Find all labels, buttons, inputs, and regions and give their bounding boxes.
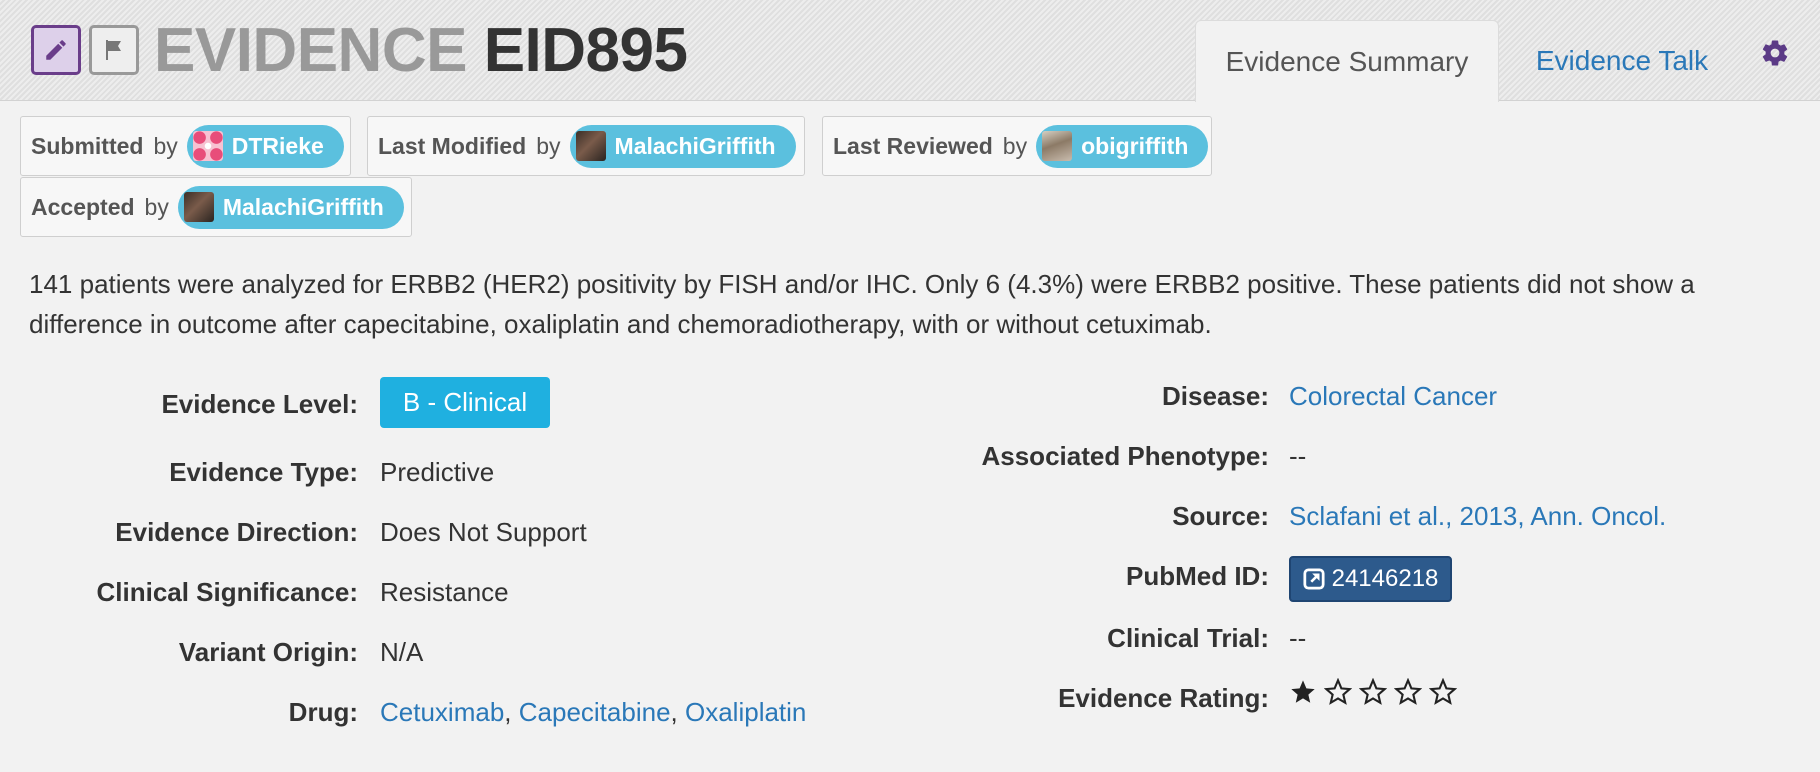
pubmed-id-button[interactable]: 24146218 (1289, 556, 1452, 602)
attribution-action: Submitted (31, 132, 144, 159)
evidence-rating-label: Evidence Rating: (1058, 683, 1269, 713)
pubmed-id-label: PubMed ID: (1126, 561, 1269, 591)
drug-label: Drug: (288, 697, 358, 727)
clinical-trial-value: -- (1289, 623, 1307, 653)
page-header: EVIDENCE EID895 Evidence Summary Evidenc… (0, 0, 1820, 102)
evidence-description: 141 patients were analyzed for ERBB2 (HE… (29, 269, 1695, 339)
star-icon (1394, 678, 1422, 705)
evidence-direction-value: Does Not Support (380, 517, 587, 547)
user-name: obigriffith (1081, 132, 1189, 159)
avatar (183, 192, 214, 222)
user-name: DTRieke (231, 132, 324, 159)
drug-separator: , (670, 697, 678, 727)
gear-icon[interactable] (1760, 38, 1790, 68)
edit-button[interactable] (31, 25, 81, 75)
evidence-level-badge: B - Clinical (380, 377, 550, 428)
source-link[interactable]: Sclafani et al., 2013, Ann. Oncol. (1289, 501, 1667, 531)
flag-icon (106, 40, 121, 60)
evidence-level-label: Evidence Level: (161, 389, 358, 419)
user-chip-submitter[interactable]: DTRieke (186, 124, 344, 168)
avatar (1042, 131, 1073, 161)
pencil-icon (46, 40, 66, 60)
drug-link[interactable]: Cetuximab (380, 697, 505, 727)
evidence-type-value: Predictive (380, 457, 495, 487)
attribution-action: Last Reviewed (833, 132, 993, 159)
attribution-by: by (1002, 132, 1028, 159)
external-link-icon (1303, 568, 1325, 590)
source-label: Source: (1172, 501, 1269, 531)
attribution-last-reviewed: Last Reviewed by obigriffith (822, 116, 1212, 176)
pubmed-id-value: 24146218 (1331, 565, 1439, 592)
associated-phenotype-value: -- (1289, 441, 1307, 471)
attribution-action: Accepted (31, 193, 135, 220)
star-icon (1324, 678, 1352, 705)
attribution-submitted: Submitted by DTRieke (20, 116, 351, 176)
user-name: MalachiGriffith (222, 193, 384, 220)
evidence-id: EID895 (483, 16, 688, 85)
attribution-by: by (536, 132, 561, 159)
user-chip-accepter[interactable]: MalachiGriffith (177, 185, 404, 229)
clinical-significance-label: Clinical Significance: (96, 577, 358, 607)
avatar (575, 131, 606, 161)
drug-link[interactable]: Oxaliplatin (685, 697, 807, 727)
tab-evidence-summary[interactable]: Evidence Summary (1195, 20, 1499, 102)
flag-button[interactable] (89, 25, 139, 75)
variant-origin-label: Variant Origin: (178, 637, 358, 667)
tab-evidence-talk[interactable]: Evidence Talk (1535, 45, 1709, 76)
page-title: EVIDENCE EID895 (154, 13, 688, 88)
drug-link[interactable]: Capecitabine (518, 697, 671, 727)
star-icon (1359, 678, 1387, 705)
clinical-significance-value: Resistance (380, 577, 509, 607)
user-chip-modifier[interactable]: MalachiGriffith (569, 124, 796, 168)
clinical-trial-label: Clinical Trial: (1107, 623, 1269, 653)
attribution-last-modified: Last Modified by MalachiGriffith (367, 116, 805, 176)
drug-list: Cetuximab, Capecitabine, Oxaliplatin (380, 692, 806, 732)
attribution-accepted: Accepted by MalachiGriffith (20, 177, 412, 237)
attribution-by: by (153, 132, 178, 159)
star-icon (1291, 680, 1315, 703)
title-eyebrow: EVIDENCE (154, 16, 467, 85)
evidence-direction-label: Evidence Direction: (115, 517, 358, 547)
user-name: MalachiGriffith (614, 132, 776, 159)
user-chip-reviewer[interactable]: obigriffith (1036, 124, 1209, 168)
disease-link[interactable]: Colorectal Cancer (1289, 381, 1498, 411)
avatar (192, 131, 223, 161)
associated-phenotype-label: Associated Phenotype: (981, 441, 1269, 471)
attribution-by: by (144, 193, 169, 220)
evidence-type-label: Evidence Type: (169, 457, 358, 487)
drug-separator: , (504, 697, 512, 727)
variant-origin-value: N/A (380, 637, 424, 667)
star-icon (1429, 678, 1457, 705)
evidence-rating-stars (1289, 678, 1464, 706)
attribution-action: Last Modified (378, 132, 527, 159)
disease-label: Disease: (1162, 381, 1269, 411)
